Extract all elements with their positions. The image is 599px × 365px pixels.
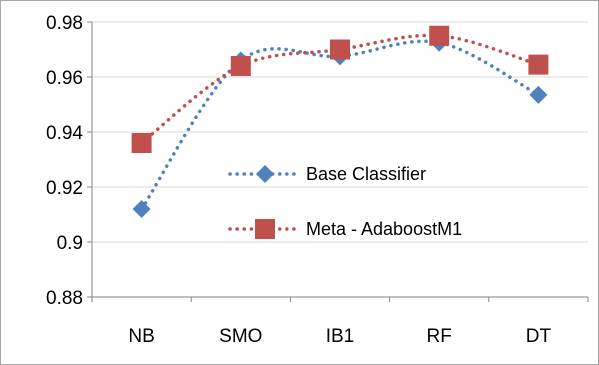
- x-tick-label: NB: [128, 326, 154, 347]
- data-point-series-2: [230, 56, 251, 76]
- y-tick-label: 0.96: [46, 68, 83, 89]
- legend-marker-2: [255, 219, 275, 239]
- y-tick-label: 0.98: [46, 13, 83, 34]
- y-tick-label: 0.88: [46, 288, 83, 309]
- x-tick-label: DT: [526, 326, 552, 347]
- data-point-series-2: [330, 39, 350, 60]
- data-point-series-1: [132, 200, 151, 218]
- data-point-series-2: [429, 25, 450, 46]
- x-tick-label: RF: [427, 326, 452, 347]
- legend-label-2: Meta - AdaboostM1: [306, 219, 462, 239]
- legend-marker-1: [256, 165, 274, 183]
- legend-label-1: Base Classifier: [306, 164, 426, 184]
- data-point-series-2: [131, 133, 152, 153]
- y-tick-label: 0.94: [46, 123, 83, 144]
- data-point-series-2: [528, 54, 549, 75]
- x-tick-label: IB1: [326, 326, 355, 347]
- data-point-series-1: [529, 85, 548, 104]
- y-tick-label: 0.92: [46, 178, 83, 199]
- y-tick-label: 0.9: [57, 233, 83, 254]
- x-tick-label: SMO: [219, 326, 262, 347]
